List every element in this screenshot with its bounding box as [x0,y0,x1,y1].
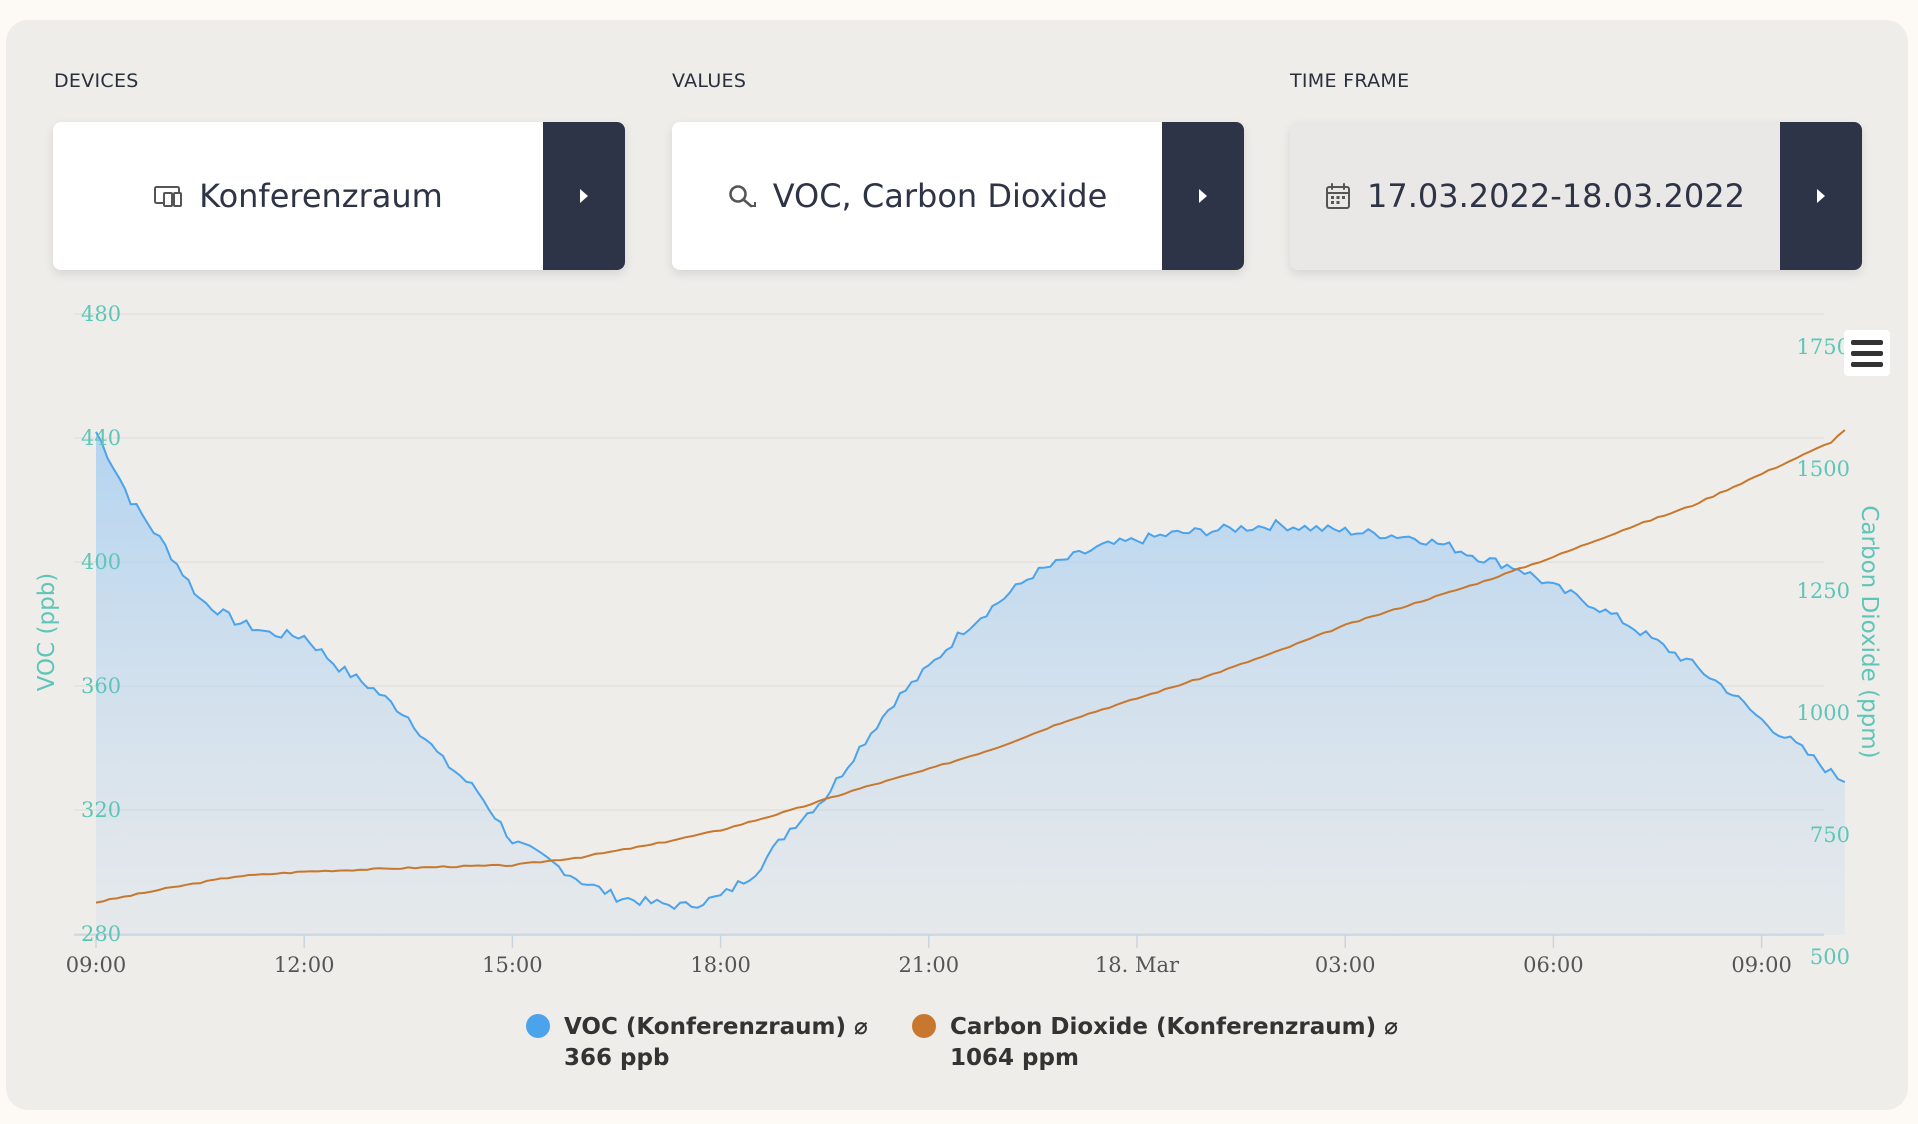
legend-voc-name: VOC (Konferenzraum) ⌀ [564,1014,868,1040]
y-left-tick-label: 360 [81,674,121,698]
legend-co2-name: Carbon Dioxide (Konferenzraum) ⌀ [950,1014,1398,1040]
y-right-tick-label: 1500 [1797,457,1850,481]
y-left-tick-label: 280 [81,922,121,946]
caret-right-icon [1199,189,1207,203]
timeframe-expand-button[interactable] [1780,122,1862,270]
chart-menu-button[interactable] [1844,330,1890,376]
legend-voc-avg: 366 ppb [564,1045,670,1071]
x-tick-label: 18:00 [690,953,751,977]
devices-value: Konferenzraum [199,177,443,215]
devices-expand-button[interactable] [543,122,625,270]
legend-dot-voc [526,1014,550,1038]
devices-label: DEVICES [54,70,139,92]
legend-item-co2[interactable]: Carbon Dioxide (Konferenzraum) ⌀ 1064 pp… [912,1012,1398,1074]
x-tick-label: 12:00 [274,953,335,977]
y-left-tick-label: 440 [81,426,121,450]
x-tick-label: 06:00 [1523,953,1584,977]
timeframe-value: 17.03.2022-18.03.2022 [1367,177,1745,215]
y-right-tick-label: 1000 [1797,701,1850,725]
y-right-tick-label: 1750 [1797,335,1850,359]
hamburger-icon-bar [1851,339,1883,345]
legend-dot-co2 [912,1014,936,1038]
y-left-tick-label: 400 [81,550,121,574]
caret-right-icon [580,189,588,203]
legend-item-voc[interactable]: VOC (Konferenzraum) ⌀ 366 ppb [526,1012,868,1074]
devices-selector[interactable]: Konferenzraum [53,122,625,270]
y-right-tick-label: 750 [1810,823,1850,847]
x-tick-label: 21:00 [899,953,960,977]
y-left-tick-label: 320 [81,798,121,822]
search-values-icon [728,185,756,208]
caret-right-icon [1817,189,1825,203]
timeframe-label: TIME FRAME [1290,70,1410,92]
values-expand-button[interactable] [1162,122,1244,270]
series-layer [95,429,1846,935]
x-tick-label: 18. Mar [1095,953,1180,977]
y-right-axis-title: Carbon Dioxide (ppm) [1856,505,1882,758]
axes: 280 320 360 400 440 480 500 750 1000 1250 1500 1750… [34,302,1882,977]
values-label: VALUES [672,70,747,92]
y-left-tick-label: 480 [81,302,121,326]
devices-icon [154,186,183,207]
x-tick-label: 09:00 [1731,953,1792,977]
values-field[interactable]: VOC, Carbon Dioxide [672,122,1162,270]
values-selector[interactable]: VOC, Carbon Dioxide [672,122,1244,270]
y-right-tick-label: 500 [1810,945,1850,969]
x-tick-label: 03:00 [1315,953,1376,977]
series-line-voc [95,431,1846,911]
devices-field[interactable]: Konferenzraum [53,122,543,270]
legend-co2-avg: 1064 ppm [950,1045,1079,1071]
x-tick-label: 15:00 [482,953,543,977]
series-area-voc [96,431,1845,935]
hamburger-icon-bar [1851,350,1883,356]
x-tick-label: 09:00 [66,953,127,977]
timeframe-selector[interactable]: 17.03.2022-18.03.2022 [1290,122,1862,270]
calendar-icon [1326,183,1350,209]
y-right-tick-label: 1250 [1797,579,1850,603]
hamburger-icon-bar [1851,361,1883,367]
y-left-axis-title: VOC (ppb) [34,573,60,692]
series-line-co2 [95,429,1846,904]
values-value: VOC, Carbon Dioxide [772,177,1108,215]
timeframe-field[interactable]: 17.03.2022-18.03.2022 [1290,122,1780,270]
